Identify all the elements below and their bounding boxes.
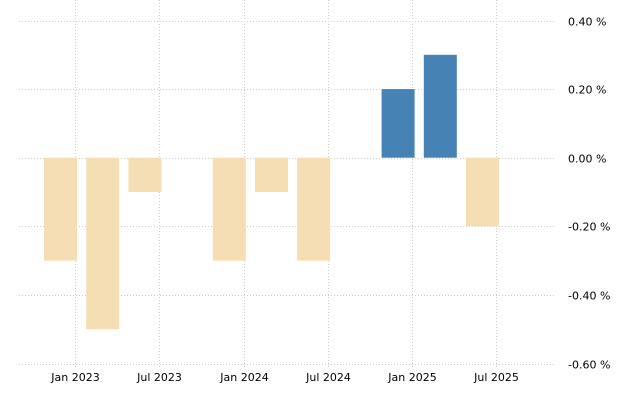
- x-tick-label: Jan 2024: [219, 371, 268, 384]
- y-tick-label: 0.20 %: [568, 84, 606, 97]
- bar-q4-2022[interactable]: [44, 157, 77, 261]
- bar-q2-2024[interactable]: [297, 157, 331, 261]
- y-tick-label: 0.40 %: [568, 16, 606, 29]
- y-tick-label: -0.20 %: [568, 221, 610, 234]
- y-axis: 0.40 % 0.20 % 0.00 % -0.20 % -0.40 % -0.60 %: [568, 16, 610, 372]
- bar-q2-2025[interactable]: [466, 157, 499, 227]
- bar-q4-2024[interactable]: [381, 89, 415, 158]
- y-tick-label: -0.40 %: [568, 290, 610, 303]
- bars: [44, 54, 499, 330]
- x-tick-label: Jul 2023: [136, 371, 182, 384]
- bar-q2-2023[interactable]: [128, 157, 162, 192]
- x-tick-label: Jan 2023: [50, 371, 99, 384]
- x-tick-label: Jul 2025: [473, 371, 519, 384]
- bar-q1-2024[interactable]: [255, 157, 288, 192]
- y-tick-label: -0.60 %: [568, 359, 610, 372]
- x-axis: Jan 2023 Jul 2023 Jan 2024 Jul 2024 Jan 2025…: [50, 371, 519, 384]
- x-tick-label: Jul 2024: [305, 371, 351, 384]
- bar-q1-2025[interactable]: [423, 54, 457, 158]
- y-tick-label: 0.00 %: [568, 153, 606, 166]
- bar-q4-2023[interactable]: [212, 157, 246, 261]
- bar-q1-2023[interactable]: [86, 157, 120, 330]
- x-tick-label: Jan 2025: [387, 371, 436, 384]
